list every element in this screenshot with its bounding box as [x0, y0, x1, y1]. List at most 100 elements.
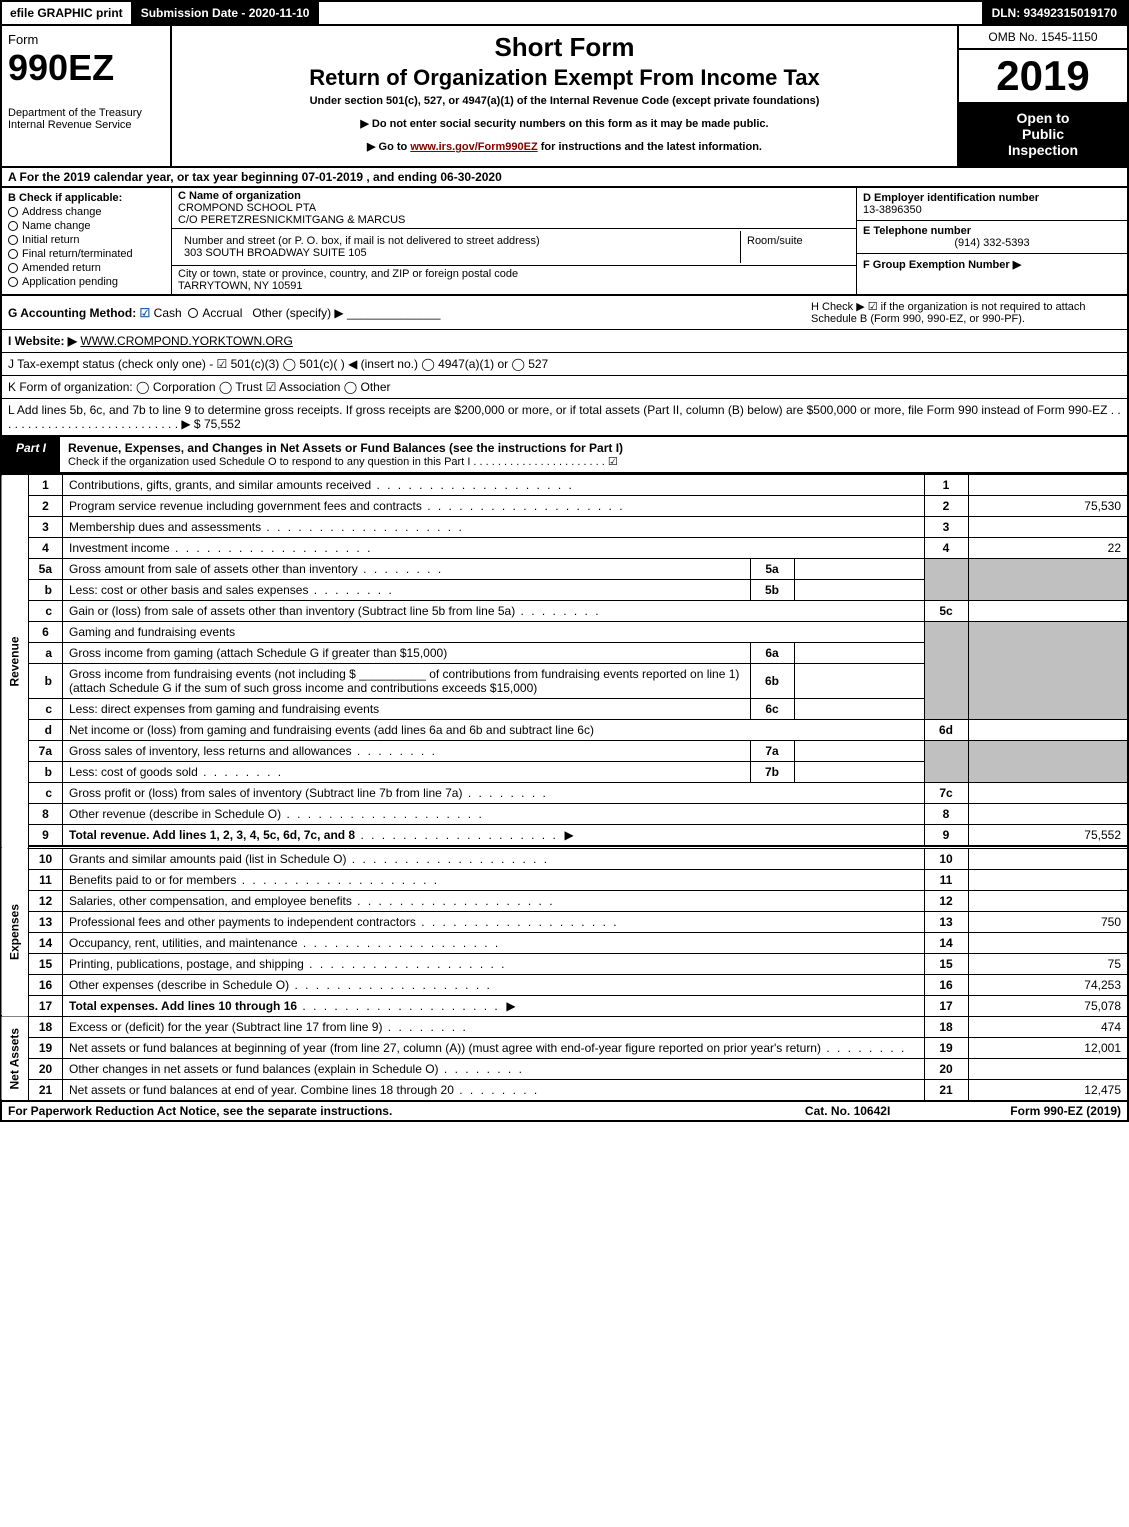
org-co: C/O PERETZRESNICKMITGANG & MARCUS [178, 214, 850, 226]
line-num: 20 [29, 1058, 63, 1079]
street-label: Number and street (or P. O. box, if mail… [184, 235, 734, 247]
b-amended: Amended return [22, 262, 101, 274]
line-num: 7a [29, 741, 63, 762]
rnum: 13 [924, 911, 968, 932]
line-num: 1 [29, 475, 63, 496]
b-pending: Application pending [22, 276, 118, 288]
i-label: I Website: ▶ [8, 334, 77, 348]
line6a-desc: Gross income from gaming (attach Schedul… [63, 643, 751, 664]
efile-print[interactable]: efile GRAPHIC print [2, 2, 131, 24]
line17-desc: Total expenses. Add lines 10 through 16 … [63, 995, 925, 1016]
amt-7c [968, 783, 1128, 804]
part1-tab: Part I [2, 437, 60, 472]
netassets-side-label: Net Assets [1, 1016, 29, 1101]
line10-desc: Grants and similar amounts paid (list in… [63, 848, 925, 869]
line16-desc: Other expenses (describe in Schedule O) [63, 974, 925, 995]
b-label: B Check if applicable: [8, 192, 165, 204]
open-line3: Inspection [963, 142, 1123, 158]
line-num: a [29, 643, 63, 664]
goto-line: ▶ Go to www.irs.gov/Form990EZ for instru… [182, 140, 947, 153]
part1-table: Revenue 1 Contributions, gifts, grants, … [0, 474, 1129, 1102]
rnum: 14 [924, 932, 968, 953]
line5c-desc: Gain or (loss) from sale of assets other… [63, 601, 925, 622]
amt-20 [968, 1058, 1128, 1079]
l6b-part1: Gross income from fundraising events (no… [69, 667, 356, 681]
amt-14 [968, 932, 1128, 953]
g-accrual: Accrual [202, 306, 242, 320]
goto-post: for instructions and the latest informat… [538, 141, 762, 153]
amt-8 [968, 804, 1128, 825]
rnum: 20 [924, 1058, 968, 1079]
checkbox-icon[interactable] [8, 277, 18, 287]
line-num: 12 [29, 890, 63, 911]
checkbox-icon[interactable] [8, 263, 18, 273]
row-L: L Add lines 5b, 6c, and 7b to line 9 to … [0, 399, 1129, 437]
line-num: c [29, 699, 63, 720]
irs-link[interactable]: www.irs.gov/Form990EZ [410, 141, 537, 153]
line-num: 11 [29, 869, 63, 890]
line2-desc: Program service revenue including govern… [63, 496, 925, 517]
line11-desc: Benefits paid to or for members [63, 869, 925, 890]
amt-16: 74,253 [968, 974, 1128, 995]
ein: 13-3896350 [863, 204, 1121, 216]
b-final: Final return/terminated [22, 248, 133, 260]
line6-desc: Gaming and fundraising events [63, 622, 925, 643]
mid-val-6a [794, 643, 924, 664]
line9-desc: Total revenue. Add lines 1, 2, 3, 4, 5c,… [63, 825, 925, 847]
open-to-public: Open to Public Inspection [959, 102, 1127, 166]
mid-val-5a [794, 559, 924, 580]
amt-13: 750 [968, 911, 1128, 932]
line-num: 8 [29, 804, 63, 825]
checkbox-icon[interactable] [8, 235, 18, 245]
mid-val-7a [794, 741, 924, 762]
org-city: TARRYTOWN, NY 10591 [178, 280, 850, 292]
website-url[interactable]: WWW.CROMPOND.YORKTOWN.ORG [80, 334, 292, 348]
amt-11 [968, 869, 1128, 890]
row-I: I Website: ▶ WWW.CROMPOND.YORKTOWN.ORG [0, 330, 1129, 353]
page-footer: For Paperwork Reduction Act Notice, see … [0, 1102, 1129, 1122]
row-J: J Tax-exempt status (check only one) - ☑… [0, 353, 1129, 376]
goto-pre: ▶ Go to [367, 141, 410, 153]
check-icon: ☑ [140, 306, 151, 320]
c-name-label: C Name of organization [178, 190, 850, 202]
form-label: Form [8, 32, 164, 47]
rnum: 8 [924, 804, 968, 825]
checkbox-icon[interactable] [8, 221, 18, 231]
rnum: 11 [924, 869, 968, 890]
amt-17: 75,078 [968, 995, 1128, 1016]
g-cash: Cash [154, 306, 182, 320]
line-num: b [29, 580, 63, 601]
line6d-desc: Net income or (loss) from gaming and fun… [63, 720, 925, 741]
line7b-desc: Less: cost of goods sold [63, 762, 751, 783]
amt-2: 75,530 [968, 496, 1128, 517]
checkbox-icon[interactable] [188, 308, 198, 318]
no-ssn-warning: ▶ Do not enter social security numbers o… [182, 117, 947, 130]
rnum: 7c [924, 783, 968, 804]
g-label: G Accounting Method: [8, 306, 136, 320]
short-form-title: Short Form [182, 32, 947, 63]
form-number: 990EZ [8, 47, 164, 89]
dept-treasury: Department of the Treasury [8, 107, 164, 119]
mid-label: 5a [750, 559, 794, 580]
checkbox-icon[interactable] [8, 207, 18, 217]
line8-desc: Other revenue (describe in Schedule O) [63, 804, 925, 825]
line-num: 13 [29, 911, 63, 932]
mid-val-5b [794, 580, 924, 601]
rnum: 3 [924, 517, 968, 538]
rnum: 21 [924, 1079, 968, 1101]
open-line2: Public [963, 126, 1123, 142]
l-text: L Add lines 5b, 6c, and 7b to line 9 to … [8, 403, 1121, 431]
mid-label: 6b [750, 664, 794, 699]
form-header: Form 990EZ Department of the Treasury In… [0, 26, 1129, 168]
line-num: 9 [29, 825, 63, 847]
amt-19: 12,001 [968, 1037, 1128, 1058]
line-num: 15 [29, 953, 63, 974]
mid-label: 7a [750, 741, 794, 762]
checkbox-icon[interactable] [8, 249, 18, 259]
amt-4: 22 [968, 538, 1128, 559]
rnum: 17 [924, 995, 968, 1016]
omb-number: OMB No. 1545-1150 [959, 26, 1127, 50]
mid-val-6b [794, 664, 924, 699]
amt-1 [968, 475, 1128, 496]
room-label: Room/suite [747, 235, 844, 247]
